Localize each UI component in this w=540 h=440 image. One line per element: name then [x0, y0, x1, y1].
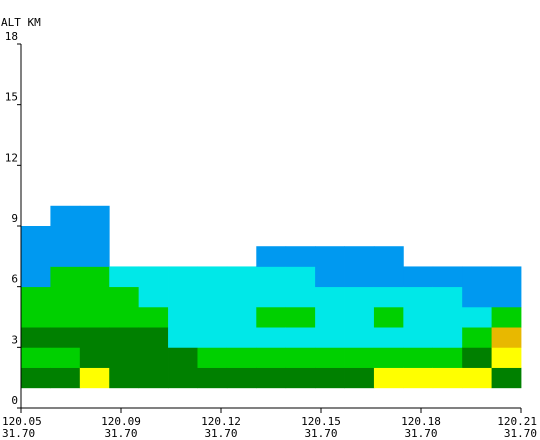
cell-col14-2to3km: [432, 347, 463, 368]
cell-col3-1to4km: [109, 327, 140, 389]
x-tick-label-lon-4: 120.18: [401, 415, 441, 428]
cell-col14-1to2km: [432, 367, 463, 389]
y-tick-label-0: 0: [11, 394, 18, 407]
cell-col7-3to7km: [226, 266, 257, 348]
cell-col0-3to4km: [21, 327, 51, 348]
cell-col4-4to5km: [138, 306, 169, 328]
cell-col1-3to4km: [50, 327, 81, 348]
cell-col11-1to2km: [344, 367, 375, 389]
cell-col10-6to8km: [315, 246, 345, 288]
cell-col8-2to3km: [256, 347, 287, 368]
x-tick-label-lon-1: 120.09: [101, 415, 141, 428]
cell-col8-4to5km: [256, 306, 287, 328]
cell-col14-3to6km: [432, 286, 463, 348]
cell-col1-4to7km: [50, 266, 81, 328]
cell-col13-6to7km: [403, 266, 434, 288]
cell-col1-2to3km: [50, 347, 81, 368]
y-tick-label-3: 3: [11, 333, 18, 346]
y-axis-label: ALT KM: [1, 16, 41, 29]
cell-col10-3to6km: [315, 286, 345, 348]
cell-col12-3to4km: [373, 327, 404, 348]
x-tick-label-lat-4: 31.70: [404, 427, 437, 440]
cell-col2-1to2km: [79, 367, 110, 389]
cell-col9-3to4km: [285, 327, 316, 348]
reflectivity-cells: [21, 205, 522, 389]
y-tick-label-18: 18: [5, 30, 18, 43]
y-tick-label-9: 9: [11, 212, 18, 225]
x-tick-label-lon-5: 120.21: [497, 415, 537, 428]
cell-col11-6to8km: [344, 246, 375, 288]
cell-col2-4to7km: [79, 266, 110, 328]
cell-col16-3to4km: [491, 327, 522, 348]
cell-col10-2to3km: [315, 347, 345, 368]
cell-col6-3to7km: [197, 266, 228, 348]
cell-col10-1to2km: [315, 367, 345, 389]
cell-col12-4to5km: [373, 306, 404, 328]
cell-col1-1to2km: [50, 367, 81, 389]
cell-col6-1to2km: [197, 367, 228, 389]
x-tick-label-lat-3: 31.70: [304, 427, 337, 440]
cell-col0-6to9km: [21, 226, 51, 288]
cell-col11-3to6km: [344, 286, 375, 348]
cell-col4-1to4km: [138, 327, 169, 389]
cell-col9-2to3km: [285, 347, 316, 368]
cell-col14-6to7km: [432, 266, 463, 288]
cell-col11-2to3km: [344, 347, 375, 368]
cell-col16-5to7km: [491, 266, 522, 308]
cell-col0-1to2km: [21, 367, 51, 389]
cell-col6-2to3km: [197, 347, 228, 368]
cell-col9-4to5km: [285, 306, 316, 328]
x-tick-label-lat-5: 31.70: [504, 427, 537, 440]
cell-col15-3to4km: [462, 327, 492, 348]
cell-col12-6to8km: [373, 246, 404, 288]
cell-col9-7to8km: [285, 246, 316, 267]
cell-col7-2to3km: [226, 347, 257, 368]
x-tick-label-lat-0: 31.70: [2, 427, 35, 440]
cell-col5-3to7km: [168, 266, 198, 348]
y-tick-label-12: 12: [5, 151, 18, 164]
cell-col0-2to3km: [21, 347, 51, 368]
cell-col13-3to6km: [403, 286, 434, 348]
cell-col2-2to4km: [79, 327, 110, 368]
x-tick-label-lat-1: 31.70: [104, 427, 137, 440]
cell-col9-1to2km: [285, 367, 316, 389]
cell-col3-6to7km: [109, 266, 140, 288]
cell-col13-1to2km: [403, 367, 434, 389]
y-ticks: 0 3 6 9 12 15 18: [5, 30, 21, 409]
y-tick-label-15: 15: [5, 91, 18, 104]
cell-col8-5to7km: [256, 266, 287, 308]
cell-col3-4to6km: [109, 286, 140, 328]
cell-col15-2to3km: [462, 347, 492, 368]
cell-col0-4to6km: [21, 286, 51, 328]
x-tick-label-lon-2: 120.12: [201, 415, 241, 428]
x-tick-label-lat-2: 31.70: [204, 427, 237, 440]
x-tick-label-lon-0: 120.05: [2, 415, 42, 428]
cell-col12-5to6km: [373, 286, 404, 308]
cell-col8-7to8km: [256, 246, 287, 267]
cell-col15-5to7km: [462, 266, 492, 308]
x-ticks: 120.0531.70120.0931.70120.1231.70120.153…: [2, 408, 537, 440]
cell-col16-1to2km: [491, 367, 522, 389]
cell-col2-7to10km: [79, 205, 110, 267]
cell-col1-7to10km: [50, 205, 81, 267]
x-tick-label-lon-3: 120.15: [301, 415, 341, 428]
y-tick-label-6: 6: [11, 273, 18, 286]
cell-col13-2to3km: [403, 347, 434, 368]
cell-col9-5to7km: [285, 266, 316, 308]
cell-col7-1to2km: [226, 367, 257, 389]
cell-col4-5to7km: [138, 266, 169, 308]
cell-col15-1to2km: [462, 367, 492, 389]
cell-col15-4to5km: [462, 306, 492, 328]
cell-col8-1to2km: [256, 367, 287, 389]
cell-col12-1to2km: [373, 367, 404, 389]
cell-col16-2to3km: [491, 347, 522, 368]
cell-col16-4to5km: [491, 306, 522, 328]
cell-col12-2to3km: [373, 347, 404, 368]
cell-col5-1to3km: [168, 347, 198, 389]
cell-col8-3to4km: [256, 327, 287, 348]
